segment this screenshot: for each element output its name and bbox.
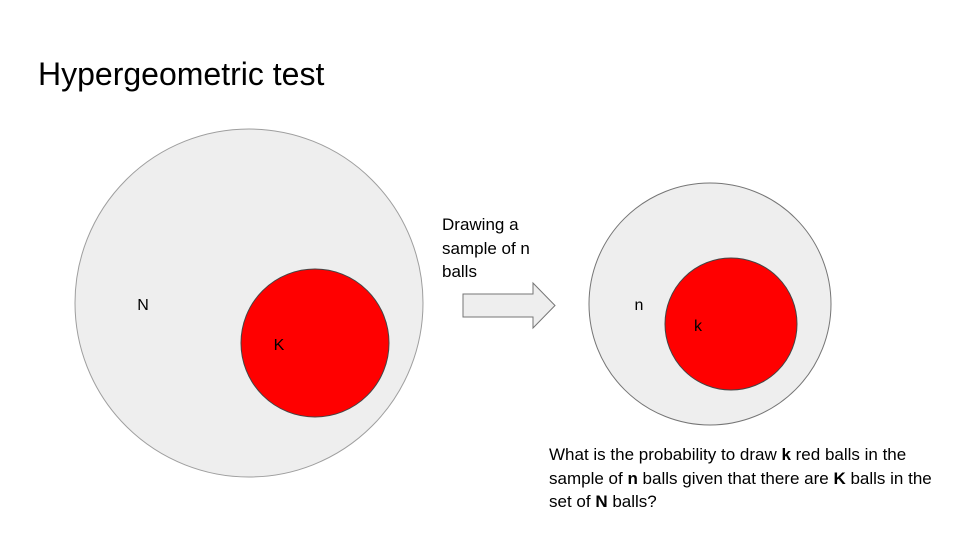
- question-var-k: k: [781, 445, 791, 464]
- question-part: balls?: [607, 492, 657, 511]
- arrow-right-icon: [462, 281, 556, 330]
- sample-successes-label: k: [694, 318, 703, 335]
- question-text: What is the probability to draw k red ba…: [549, 443, 959, 514]
- population-successes-circle: [240, 268, 390, 418]
- question-part: balls in the set of: [549, 468, 932, 512]
- population-successes-label: K: [274, 337, 285, 354]
- sample-successes-circle: [664, 257, 798, 391]
- question-var-N: N: [595, 492, 608, 511]
- slide-title: Hypergeometric test: [38, 56, 325, 92]
- question-var-n: n: [627, 468, 638, 488]
- population-label: N: [137, 297, 149, 314]
- question-var-K: K: [833, 468, 846, 488]
- question-part: red balls in the sample of: [549, 445, 907, 488]
- question-part: What is the probability to draw: [549, 445, 782, 464]
- arrow-caption: Drawing a sample of n balls: [442, 215, 530, 281]
- sample-label: n: [635, 297, 644, 314]
- question-part: balls given that there are: [637, 468, 834, 488]
